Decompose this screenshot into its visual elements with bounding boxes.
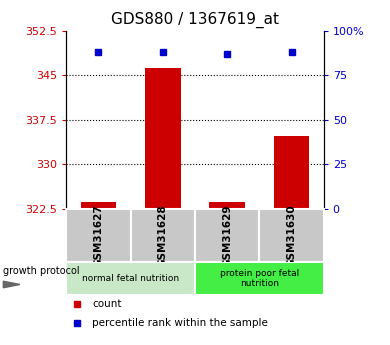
Bar xyxy=(66,262,195,295)
Bar xyxy=(274,136,309,209)
Text: GSM31630: GSM31630 xyxy=(287,204,296,267)
Bar xyxy=(259,209,324,262)
Polygon shape xyxy=(4,281,20,288)
Text: GSM31628: GSM31628 xyxy=(158,204,168,267)
Text: count: count xyxy=(92,299,122,309)
Bar xyxy=(209,201,245,209)
Bar xyxy=(195,209,259,262)
Text: GSM31629: GSM31629 xyxy=(222,204,232,267)
Bar xyxy=(145,68,181,209)
Bar xyxy=(66,209,131,262)
Title: GDS880 / 1367619_at: GDS880 / 1367619_at xyxy=(111,12,279,28)
Text: GSM31627: GSM31627 xyxy=(94,204,103,267)
Text: protein poor fetal
nutrition: protein poor fetal nutrition xyxy=(220,269,299,288)
Bar xyxy=(81,202,116,209)
Text: growth protocol: growth protocol xyxy=(4,266,80,276)
Bar xyxy=(131,209,195,262)
Text: normal fetal nutrition: normal fetal nutrition xyxy=(82,274,179,283)
Text: percentile rank within the sample: percentile rank within the sample xyxy=(92,318,268,328)
Bar xyxy=(195,262,324,295)
